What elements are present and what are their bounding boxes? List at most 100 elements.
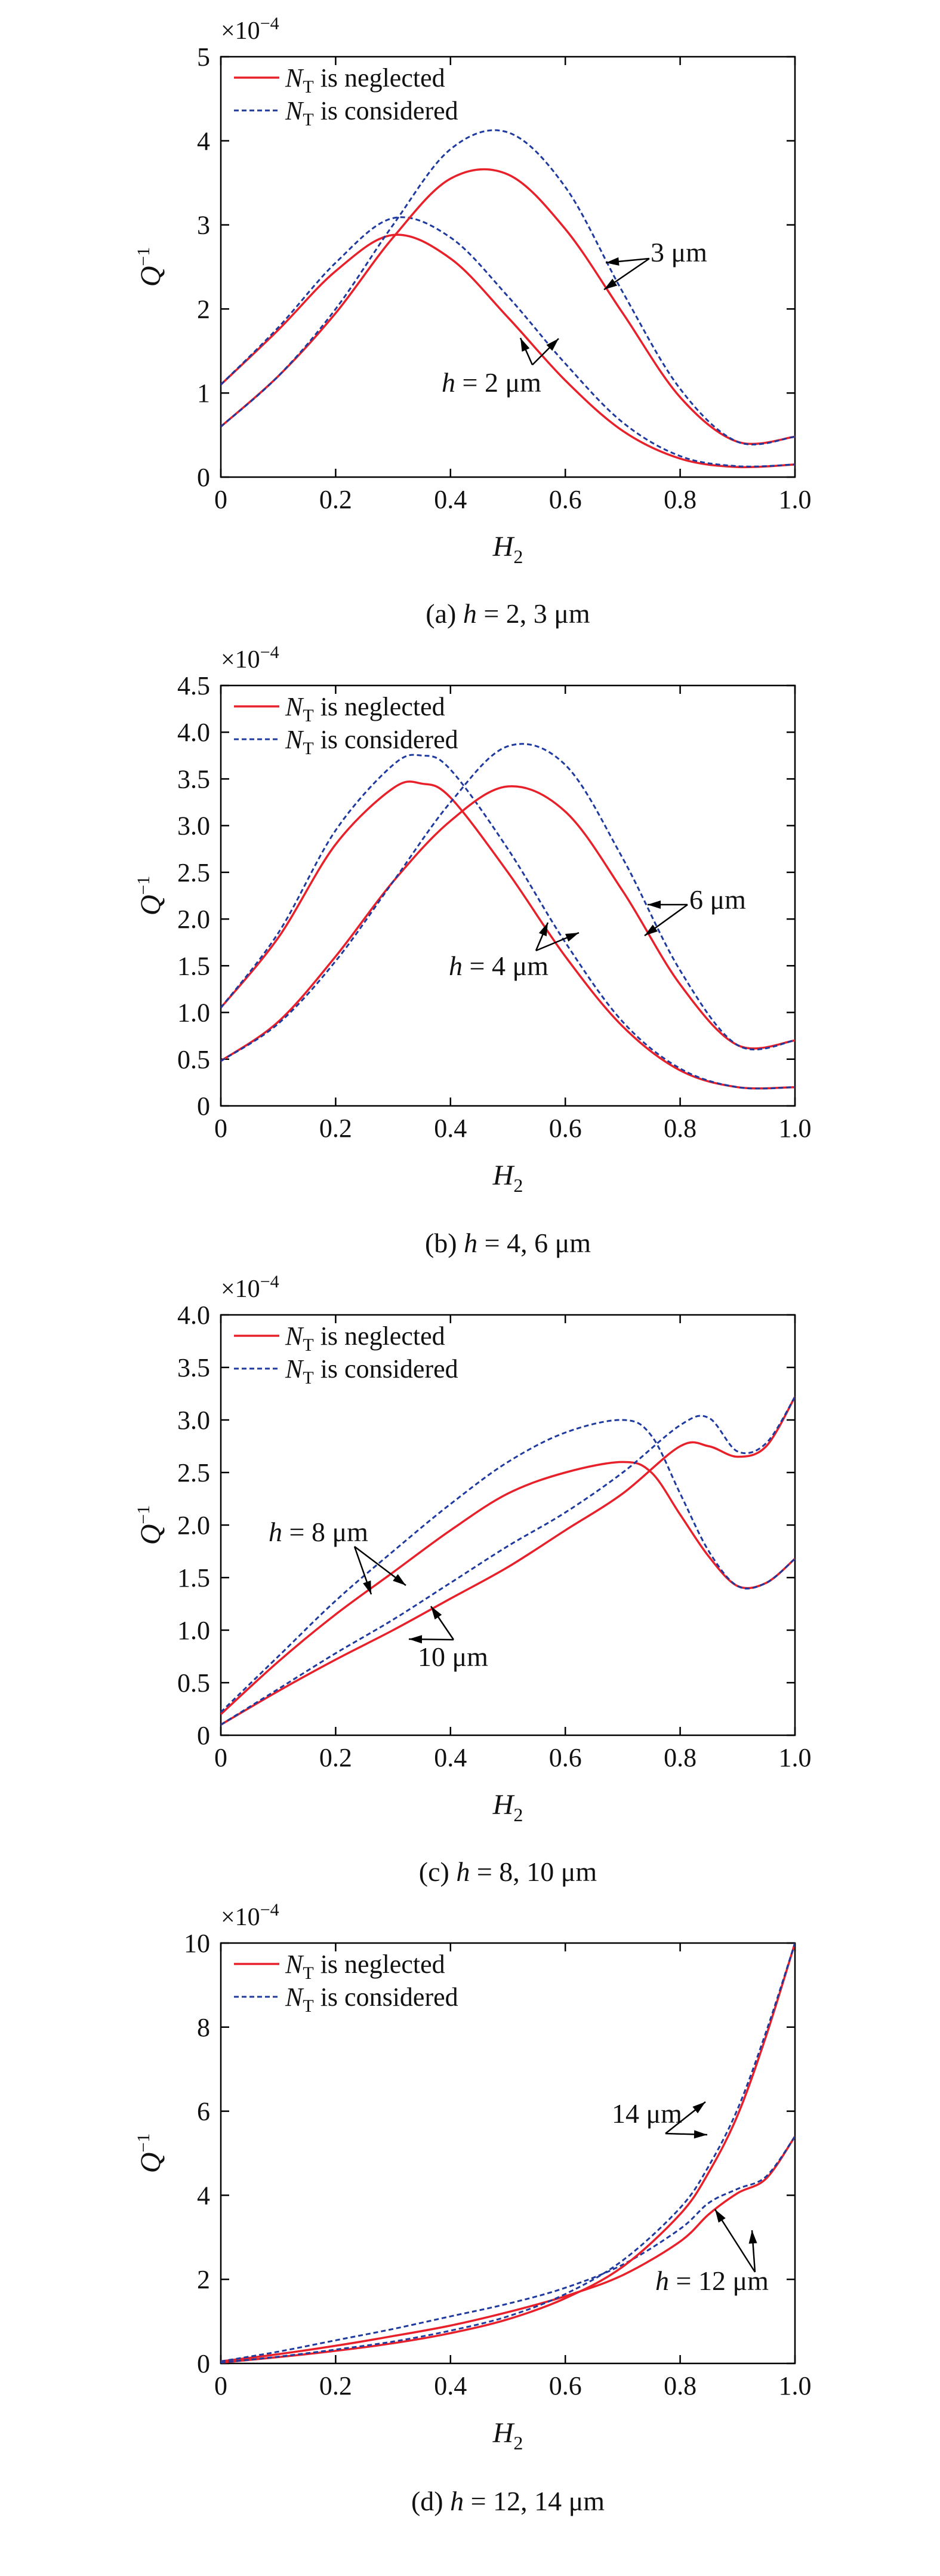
y-tick-label-part: 10 [184, 1929, 210, 1958]
y-tick-label: 6 [197, 2097, 210, 2126]
plot-frame [220, 1942, 796, 2365]
legend-blue-label: NT is considered [285, 96, 458, 130]
legend-blue-label-part: is considered [314, 96, 458, 125]
y-tick-label-part: 2.0 [177, 905, 210, 934]
y-tick-label-part: 2 [197, 2265, 210, 2294]
y-tick-label: 0 [197, 1721, 210, 1750]
x-tick-label-part: 0.4 [434, 2371, 467, 2400]
x-axis-label: H2 [492, 1160, 523, 1196]
annotation-label: 3 μm [651, 237, 707, 268]
y-tick-label: 2.0 [177, 905, 210, 934]
legend-red-label-part: N [285, 1321, 304, 1351]
x-axis-label-part: H [492, 1160, 515, 1191]
y-tick-label-part: 6 [197, 2097, 210, 2126]
x-axis-label-part: H [492, 531, 515, 562]
annotation-arrow-1-1-head [606, 257, 620, 266]
series-line-3-2 [221, 1419, 795, 1713]
series-line-4-4 [221, 1943, 795, 2363]
y-tick-label-part: 1.5 [177, 1563, 210, 1593]
y-tick-label: 4.0 [177, 1301, 210, 1330]
y-tick-label-part: 4 [197, 2181, 210, 2210]
x-axis-label-part: H [492, 2417, 515, 2449]
y-tick-label: 1 [197, 379, 210, 408]
annotation-arrow-3-1-head [363, 1580, 371, 1594]
series-line-3-3 [221, 1396, 795, 1726]
y-exponent-part: ×10 [221, 1904, 260, 1931]
legend-red-label: NT is neglected [285, 1950, 445, 1983]
x-tick-label: 0.8 [664, 1114, 696, 1143]
y-tick-label-part: 2.0 [177, 1511, 210, 1540]
annotation-label-part: 3 μm [651, 237, 707, 268]
y-exponent-part: −4 [260, 1900, 279, 1920]
x-tick-label: 1.0 [779, 485, 812, 514]
x-tick-label-part: 0.4 [434, 1743, 467, 1772]
panel-caption: (c) h = 8, 10 μm [419, 1856, 597, 1887]
annotation-label-part: 14 μm [612, 2098, 682, 2129]
legend-blue-label-part: T [303, 1996, 313, 2016]
y-axis-label: Q−1 [134, 247, 167, 287]
annotation-arrow-2-1-head [648, 900, 661, 909]
legend-red-label-part: N [285, 63, 304, 93]
series-line-2-3 [221, 785, 795, 1062]
y-axis-label-part: −1 [134, 876, 153, 895]
x-tick-label: 0.4 [434, 2371, 467, 2400]
x-tick-label-part: 0.8 [664, 485, 696, 514]
y-tick-label: 2 [197, 294, 210, 324]
y-exponent-part: −4 [260, 643, 279, 662]
x-tick-label: 0.4 [434, 1114, 467, 1143]
y-tick-label: 1.5 [177, 951, 210, 980]
y-tick-label: 0 [197, 1092, 210, 1121]
annotation-arrow-2-3-head [538, 923, 548, 936]
x-tick-label: 1.0 [779, 1743, 812, 1772]
series-line-1-3 [221, 168, 795, 445]
annotation-arrow-3-3-head [431, 1606, 442, 1620]
plot-frame [220, 684, 796, 1107]
legend-red-label-part: is neglected [314, 692, 445, 721]
y-axis-label-part: Q [135, 2153, 167, 2174]
annotation-label: h = 2 μm [442, 367, 541, 398]
legend-red-label-part: N [285, 692, 304, 721]
panel-caption-part: = 2, 3 μm [477, 598, 590, 629]
x-tick-label: 0.6 [549, 485, 582, 514]
panel-caption: (a) h = 2, 3 μm [426, 598, 590, 629]
series-line-1-1 [221, 233, 795, 469]
y-tick-label-part: 3 [197, 211, 210, 240]
x-axis-label: H2 [492, 2417, 523, 2454]
legend-blue-label-part: is considered [314, 1982, 458, 2012]
legend-red-label: NT is neglected [285, 692, 445, 726]
panel-caption-part: h [450, 2486, 464, 2516]
annotation-label-part: = 12 μm [669, 2265, 769, 2296]
y-exponent-part: ×10 [221, 17, 260, 45]
x-axis-label-part: 2 [513, 1804, 523, 1825]
legend-blue-label-part: T [303, 110, 313, 130]
y-tick-label-part: 2.5 [177, 1458, 210, 1487]
legend-blue-label-part: N [285, 1982, 304, 2012]
y-axis-label-part: Q [135, 266, 167, 287]
y-exponent: ×10−4 [221, 1900, 279, 1931]
x-tick-label-part: 0.8 [664, 2371, 696, 2400]
annotation-label: 14 μm [612, 2098, 682, 2129]
legend-red-label-part: N [285, 1950, 304, 1979]
x-tick-label-part: 0.8 [664, 1743, 696, 1772]
y-tick-label: 3.5 [177, 764, 210, 794]
x-tick-label: 0.2 [319, 2371, 352, 2400]
panel-caption-part: (c) [419, 1856, 457, 1887]
x-tick-label-part: 1.0 [779, 1743, 812, 1772]
x-tick-label-part: 0.2 [319, 1743, 352, 1772]
annotation-label: h = 8 μm [269, 1517, 368, 1547]
series-line-4-1 [221, 2135, 795, 2363]
y-tick-label: 0.5 [177, 1668, 210, 1698]
legend-red-label-part: T [303, 1335, 313, 1355]
annotation-arrow-4-3-head [748, 2230, 757, 2244]
annotation-arrow-1-4-head [546, 339, 559, 351]
y-exponent: ×10−4 [221, 1272, 279, 1303]
plot-frame [220, 56, 796, 478]
annotation-arrow-4-2-head [694, 2130, 707, 2139]
annotation-arrow-3-4-head [409, 1635, 423, 1644]
panel-caption-part: h [463, 598, 477, 629]
annotation-arrow-2-4-head [565, 933, 579, 942]
series-line-4-2 [221, 2135, 795, 2362]
